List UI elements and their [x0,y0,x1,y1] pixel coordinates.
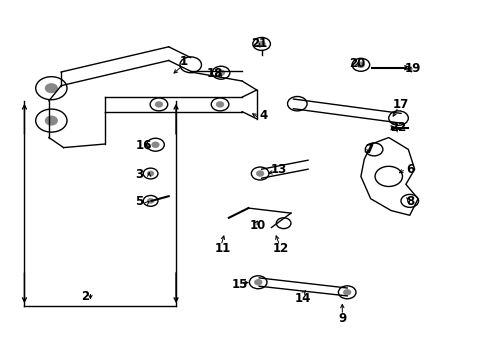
Text: 10: 10 [249,219,266,231]
Circle shape [216,102,223,107]
Text: 2: 2 [81,291,89,303]
Circle shape [343,290,350,295]
Circle shape [357,62,364,67]
Text: 12: 12 [272,242,289,255]
Text: 22: 22 [389,121,406,134]
Text: 15: 15 [231,278,247,291]
Text: 4: 4 [260,109,267,122]
Text: 16: 16 [136,139,152,152]
Circle shape [147,171,153,176]
Text: 14: 14 [294,292,311,305]
Circle shape [45,84,57,93]
Text: 5: 5 [135,195,143,208]
Text: 13: 13 [270,163,286,176]
Circle shape [152,142,159,147]
Text: 9: 9 [338,312,346,325]
Text: 19: 19 [404,62,421,75]
Text: 1: 1 [179,55,187,68]
Circle shape [147,199,153,203]
Text: 17: 17 [392,98,408,111]
Text: 18: 18 [206,67,223,80]
Circle shape [254,280,261,285]
Text: 8: 8 [406,195,414,208]
Circle shape [155,102,162,107]
Text: 3: 3 [135,168,143,181]
Circle shape [217,70,224,75]
Text: 20: 20 [348,57,365,69]
Circle shape [256,171,263,176]
Circle shape [258,41,264,46]
Text: 7: 7 [365,143,372,156]
Circle shape [45,116,57,125]
Text: 6: 6 [406,163,414,176]
Text: 21: 21 [250,37,267,50]
Text: 11: 11 [214,242,230,255]
